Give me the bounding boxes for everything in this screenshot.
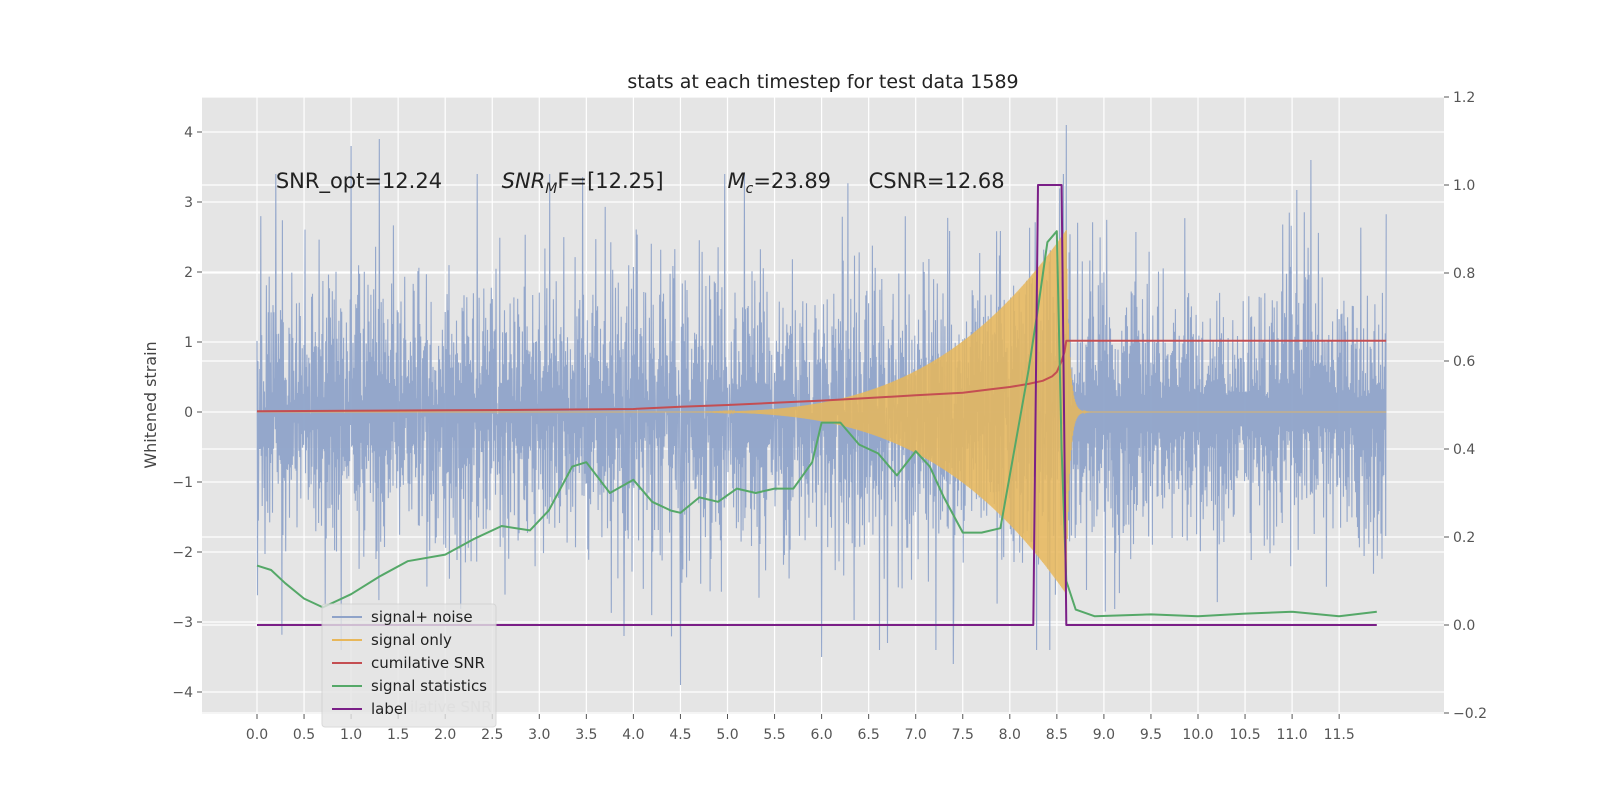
x-tick-label: 7.0	[905, 727, 927, 743]
x-tick-label: 11.5	[1324, 727, 1355, 743]
x-tick-label: 2.0	[434, 727, 456, 743]
annotation-0: SNR_opt=12.24	[276, 169, 442, 194]
x-axis: 0.0 0.5 1.0 1.5 2.0 2.5 3.0 3.5 4.0 4.5 5.0 5.5 6.0 6…	[246, 714, 1355, 743]
y-axis: −4 −3 −2 −1 0 1 2 3 4	[172, 125, 202, 701]
legend-entry: signal only	[371, 631, 452, 649]
y-tick-label: −1	[172, 475, 193, 491]
chart-title: stats at each timestep for test data 158…	[627, 71, 1018, 93]
y-tick-label: −2	[172, 545, 193, 561]
y2-tick-label: 0.4	[1453, 442, 1475, 458]
legend-entry: label	[371, 700, 407, 718]
annotation-2: Mc=23.89	[728, 169, 832, 197]
y2-tick-label: 0.0	[1453, 618, 1475, 634]
x-tick-label: 0.5	[293, 727, 315, 743]
x-tick-label: 1.5	[387, 727, 409, 743]
y-tick-label: −4	[172, 685, 193, 701]
legend-box	[321, 603, 497, 728]
y-tick-label: 4	[184, 125, 193, 141]
annotations: SNR_opt=12.24 SNRMF=[12.25] Mc=23.89 CSNR=1…	[276, 169, 1005, 197]
series-layer	[256, 124, 1387, 686]
y-axis-label: Whitened strain	[141, 341, 160, 468]
y2-tick-label: 0.2	[1453, 530, 1475, 546]
series-cumilative-snr	[256, 339, 1387, 413]
annotation-3: CSNR=12.68	[869, 169, 1005, 193]
legend-entry: signal statistics	[371, 677, 487, 695]
x-tick-label: 11.0	[1277, 727, 1308, 743]
y2-axis: −0.2 0.0 0.2 0.4 0.6 0.8 1.0 1.2	[1444, 90, 1487, 722]
x-tick-label: 9.5	[1140, 727, 1162, 743]
x-tick-label: 9.0	[1093, 727, 1115, 743]
y2-tick-label: 1.2	[1453, 90, 1475, 106]
series-signal-only	[257, 229, 1387, 594]
x-tick-label: 5.5	[763, 727, 785, 743]
x-tick-label: 3.5	[575, 727, 597, 743]
y2-tick-label: −0.2	[1453, 706, 1487, 722]
x-tick-label: 5.0	[716, 727, 738, 743]
y-tick-label: 0	[184, 405, 193, 421]
x-tick-label: 8.5	[1046, 727, 1068, 743]
legend-entry: signal+ noise	[371, 608, 473, 626]
x-tick-label: 7.5	[952, 727, 974, 743]
annotation-1: SNRMF=[12.25]	[502, 169, 664, 197]
y2-tick-label: 0.6	[1453, 354, 1475, 370]
y2-tick-label: 1.0	[1453, 178, 1475, 194]
series-signal-plus-noise	[256, 124, 1387, 686]
y-tick-label: 2	[184, 265, 193, 281]
series-signal-statistics	[256, 230, 1377, 618]
x-tick-label: 0.0	[246, 727, 268, 743]
x-tick-label: 1.0	[340, 727, 362, 743]
series-label	[257, 184, 1377, 626]
x-tick-label: 4.0	[622, 727, 644, 743]
y-tick-label: −3	[172, 615, 193, 631]
y-tick-label: 1	[184, 335, 193, 351]
y2-tick-label: 0.8	[1453, 266, 1475, 282]
x-tick-label: 3.0	[528, 727, 550, 743]
x-tick-label: 10.0	[1182, 727, 1213, 743]
legend-entry: cumilative SNR	[371, 654, 485, 672]
x-tick-label: 8.0	[999, 727, 1021, 743]
x-tick-label: 2.5	[481, 727, 503, 743]
x-tick-label: 4.5	[669, 727, 691, 743]
x-tick-label: 6.0	[810, 727, 832, 743]
x-tick-label: 10.5	[1229, 727, 1260, 743]
x-tick-label: 6.5	[858, 727, 880, 743]
y-tick-label: 3	[184, 195, 193, 211]
